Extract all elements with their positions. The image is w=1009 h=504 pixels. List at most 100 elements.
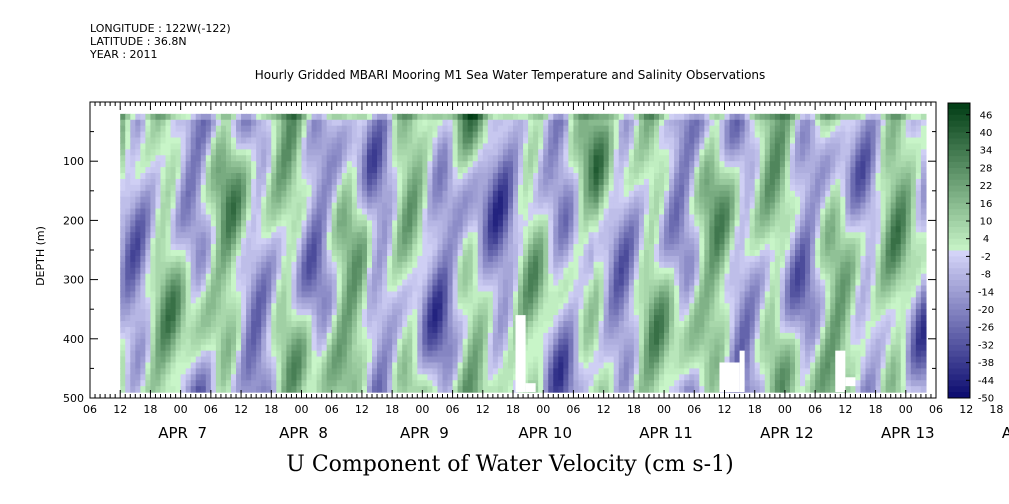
heatmap-cell <box>296 196 303 204</box>
heatmap-cell <box>402 267 408 275</box>
heatmap-cell <box>200 137 207 145</box>
heatmap-cell <box>210 113 217 121</box>
heatmap-cell <box>175 309 182 316</box>
heatmap-cell <box>286 350 293 358</box>
heatmap-cell <box>588 202 595 210</box>
heatmap-cell <box>553 374 559 381</box>
heatmap-cell <box>281 368 287 375</box>
heatmap-cell <box>588 321 595 328</box>
heatmap-cell <box>145 184 152 192</box>
heatmap-cell <box>321 267 328 275</box>
heatmap-cell <box>271 344 277 352</box>
heatmap-cell <box>422 226 428 233</box>
heatmap-cell <box>392 190 398 198</box>
heatmap-cell <box>427 321 434 328</box>
heatmap-cell <box>407 267 413 275</box>
heatmap-cell <box>538 155 544 162</box>
heatmap-cell <box>372 155 378 162</box>
heatmap-cell <box>150 113 157 121</box>
heatmap-cell <box>523 368 529 375</box>
heatmap-cell <box>447 214 454 221</box>
heatmap-cell <box>628 149 635 156</box>
heatmap-cell <box>120 244 126 251</box>
heatmap-cell <box>603 380 610 387</box>
heatmap-cell <box>588 214 595 221</box>
heatmap-cell <box>437 232 444 239</box>
heatmap-cell <box>507 374 514 381</box>
heatmap-cell <box>361 184 368 192</box>
heatmap-cell <box>185 214 192 221</box>
heatmap-cell <box>528 167 534 174</box>
heatmap-cell <box>321 315 328 322</box>
heatmap-cell <box>412 386 418 393</box>
heatmap-cell <box>281 137 287 145</box>
heatmap-cell <box>306 208 313 216</box>
heatmap-cell <box>145 119 152 127</box>
heatmap-cell <box>210 321 217 328</box>
heatmap-cell <box>568 214 575 221</box>
heatmap-cell <box>452 362 459 369</box>
heatmap-cell <box>417 356 423 364</box>
heatmap-cell <box>402 255 408 263</box>
heatmap-cell <box>261 184 267 192</box>
heatmap-cell <box>231 173 237 180</box>
heatmap-cell <box>427 285 434 293</box>
heatmap-cell <box>372 344 378 352</box>
heatmap-cell <box>356 232 363 239</box>
heatmap-cell <box>190 178 197 186</box>
heatmap-cell <box>523 273 529 281</box>
heatmap-cell <box>261 350 267 358</box>
heatmap-cell <box>432 309 439 316</box>
heatmap-cell <box>361 368 368 375</box>
heatmap-cell <box>190 214 197 221</box>
heatmap-cell <box>422 250 428 257</box>
heatmap-cell <box>492 297 499 304</box>
heatmap-cell <box>311 374 318 381</box>
heatmap-cell <box>377 125 383 133</box>
heatmap-cell <box>462 143 469 150</box>
heatmap-cell <box>306 362 313 369</box>
heatmap-cell <box>492 362 499 369</box>
heatmap-cell <box>155 196 162 204</box>
heatmap-cell <box>331 220 338 227</box>
heatmap-cell <box>558 350 564 358</box>
heatmap-cell <box>215 273 222 281</box>
heatmap-cell <box>205 321 212 328</box>
heatmap-cell <box>170 279 177 287</box>
heatmap-cell <box>321 250 328 257</box>
heatmap-cell <box>548 143 554 150</box>
heatmap-cell <box>155 214 162 221</box>
heatmap-cell <box>190 161 197 168</box>
heatmap-cell <box>497 386 504 393</box>
heatmap-cell <box>341 178 348 186</box>
heatmap-cell <box>648 267 655 275</box>
heatmap-cell <box>286 173 293 180</box>
heatmap-cell <box>623 184 630 192</box>
heatmap-cell <box>442 149 449 156</box>
heatmap-cell <box>215 279 222 287</box>
heatmap-cell <box>215 202 222 210</box>
heatmap-cell <box>246 226 252 233</box>
heatmap-cell <box>588 291 595 298</box>
heatmap-cell <box>135 220 141 227</box>
heatmap-cell <box>654 131 660 139</box>
heatmap-cell <box>638 285 645 293</box>
heatmap-cell <box>392 149 398 156</box>
heatmap-cell <box>241 220 247 227</box>
heatmap-cell <box>251 386 257 393</box>
heatmap-cell <box>407 386 413 393</box>
heatmap-cell <box>377 350 383 358</box>
heatmap-cell <box>648 131 655 139</box>
heatmap-cell <box>190 279 197 287</box>
heatmap-cell <box>326 184 333 192</box>
heatmap-cell <box>623 273 630 281</box>
heatmap-cell <box>518 167 524 174</box>
heatmap-cell <box>251 285 257 293</box>
heatmap-cell <box>563 184 569 192</box>
heatmap-cell <box>382 338 388 346</box>
heatmap-cell <box>361 232 368 239</box>
heatmap-cell <box>643 368 650 375</box>
heatmap-cell <box>306 315 313 322</box>
heatmap-cell <box>291 285 298 293</box>
heatmap-cell <box>412 161 418 168</box>
